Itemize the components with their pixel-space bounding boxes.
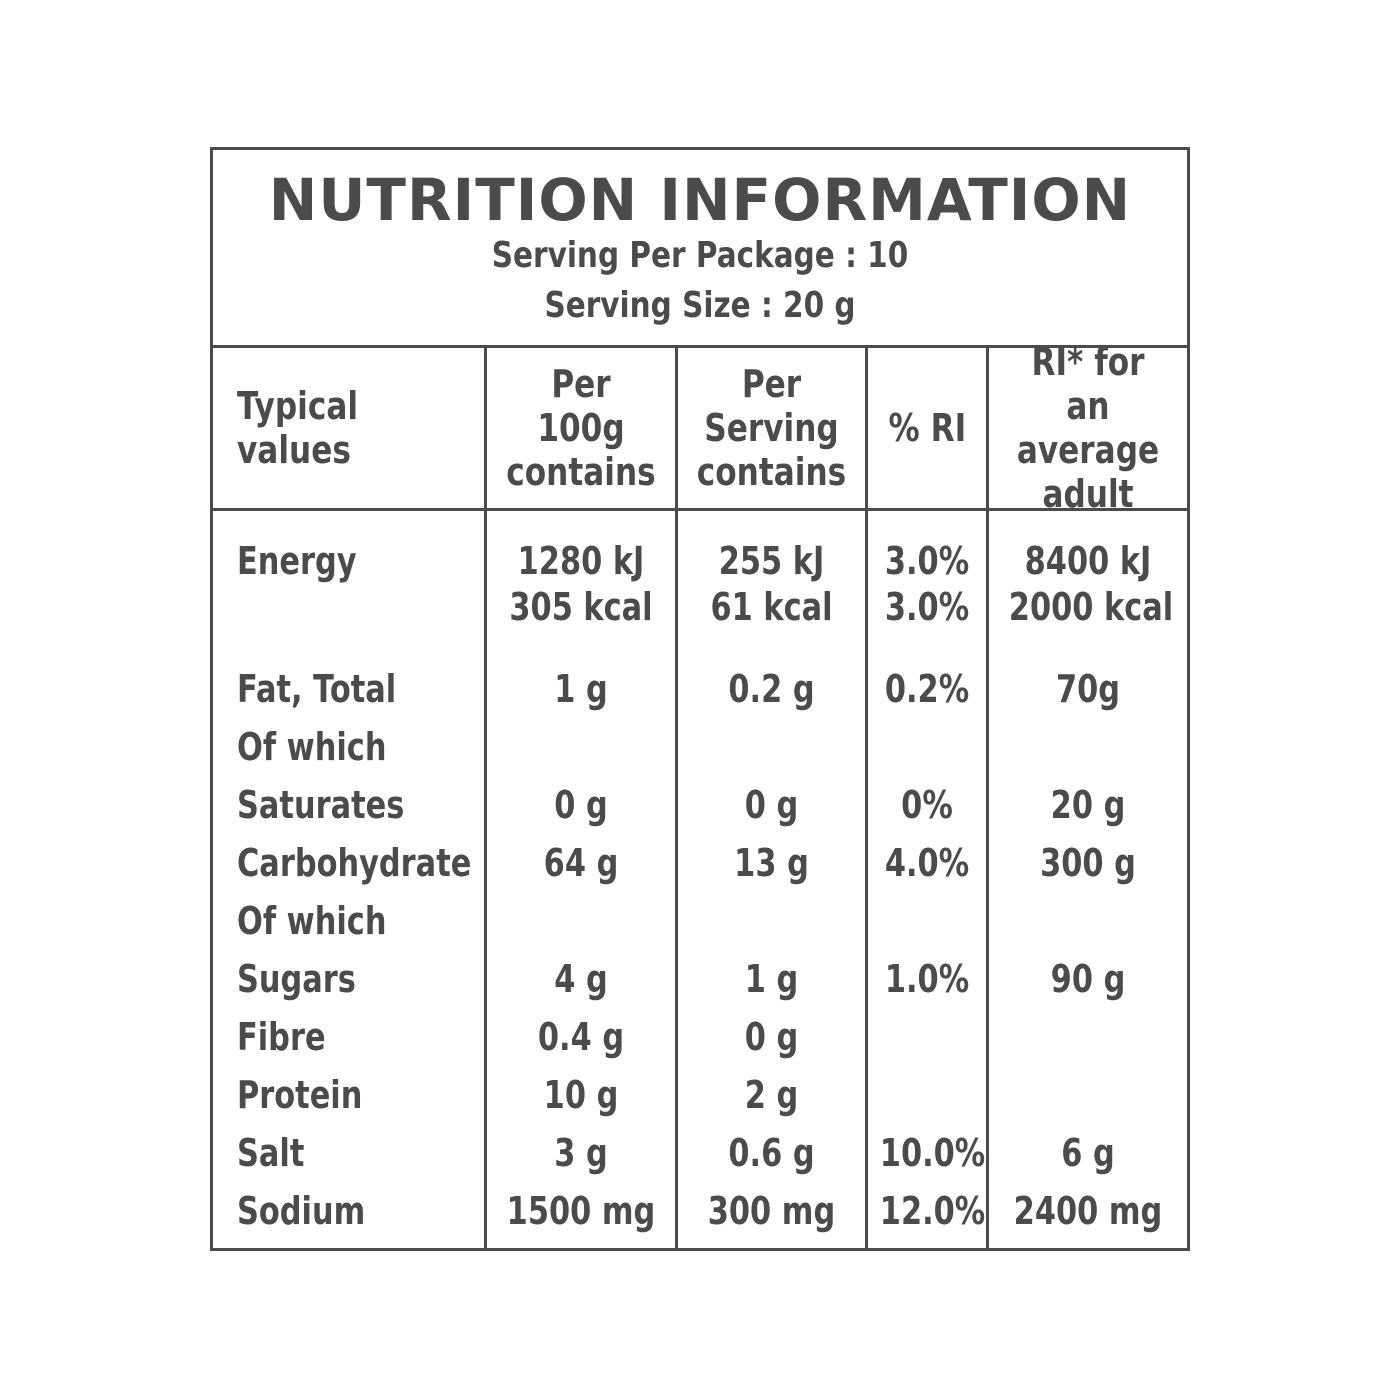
ri-adult-value: 8400 kJ bbox=[1024, 539, 1152, 583]
per-100g-value: 0.4 g bbox=[537, 1015, 625, 1059]
ri-adult-value: 70g bbox=[1055, 667, 1121, 711]
ri-adult-value: 20 g bbox=[1050, 783, 1126, 827]
nutrient-name: Carbohydrate bbox=[237, 841, 472, 885]
per-serving-value: 1 g bbox=[744, 957, 799, 1001]
ri-adult-value: 6 g bbox=[1061, 1131, 1115, 1175]
column-header-ri-adult: RI* for an average adult bbox=[989, 340, 1187, 516]
per-100g-value: 1500 mg bbox=[506, 1189, 656, 1233]
per-100g-value: 0 g bbox=[554, 783, 608, 827]
nutrition-label: NUTRITION INFORMATION Serving Per Packag… bbox=[210, 147, 1190, 1251]
column-header-label: Per 100g contains bbox=[506, 362, 656, 494]
per-serving-value: 0.2 g bbox=[728, 667, 815, 711]
nutrient-name: Of which bbox=[237, 899, 387, 943]
per-100g-value: 1 g bbox=[554, 667, 608, 711]
per-serving-value: 300 mg bbox=[707, 1189, 836, 1233]
ri-adult-value: 2000 kcal bbox=[1008, 585, 1174, 629]
label-header: NUTRITION INFORMATION Serving Per Packag… bbox=[213, 150, 1187, 348]
column-header-percent-ri: % RI bbox=[868, 348, 986, 508]
percent-ri-value: 12.0% bbox=[879, 1189, 986, 1233]
ri-adult-value: 300 g bbox=[1040, 841, 1136, 885]
column-header-per-100g: Per 100g contains bbox=[487, 348, 675, 508]
nutrient-name: Protein bbox=[237, 1073, 363, 1117]
nutrient-name: Of which bbox=[237, 725, 387, 769]
column-divider bbox=[865, 345, 868, 1251]
nutrient-name: Sugars bbox=[237, 957, 356, 1001]
nutrient-name: Saturates bbox=[237, 783, 405, 827]
nutrient-name: Sodium bbox=[237, 1189, 366, 1233]
column-header-typical-values: Typical values bbox=[237, 348, 484, 508]
per-100g-value: 305 kcal bbox=[509, 585, 653, 629]
percent-ri-value: 0.2% bbox=[884, 667, 970, 711]
percent-ri-value: 3.0% bbox=[884, 539, 970, 583]
per-serving-value: 0 g bbox=[744, 1015, 799, 1059]
percent-ri-value: 3.0% bbox=[884, 585, 970, 629]
per-serving-value: 0.6 g bbox=[728, 1131, 815, 1175]
per-100g-value: 1280 kJ bbox=[517, 539, 645, 583]
per-100g-value: 3 g bbox=[554, 1131, 608, 1175]
column-header-label: Per Serving contains bbox=[696, 362, 847, 494]
serving-size: Serving Size : 20 g bbox=[544, 285, 856, 326]
column-header-label: Typical values bbox=[237, 384, 359, 472]
nutrient-name: Energy bbox=[237, 539, 357, 583]
column-divider bbox=[986, 345, 989, 1251]
column-divider bbox=[484, 345, 487, 1251]
percent-ri-value: 10.0% bbox=[879, 1131, 986, 1175]
nutrient-name: Salt bbox=[237, 1131, 305, 1175]
per-100g-value: 4 g bbox=[554, 957, 608, 1001]
per-serving-value: 13 g bbox=[734, 841, 809, 885]
percent-ri-value: 0% bbox=[901, 783, 953, 827]
per-serving-value: 61 kcal bbox=[710, 585, 833, 629]
percent-ri-value: 1.0% bbox=[884, 957, 970, 1001]
per-serving-value: 2 g bbox=[744, 1073, 799, 1117]
ri-adult-value: 2400 mg bbox=[1013, 1189, 1163, 1233]
nutrient-name: Fat, Total bbox=[237, 667, 397, 711]
percent-ri-value: 4.0% bbox=[884, 841, 970, 885]
column-header-per-serving: Per Serving contains bbox=[678, 348, 865, 508]
ri-adult-value: 90 g bbox=[1050, 957, 1126, 1001]
servings-per-package: Serving Per Package : 10 bbox=[491, 235, 909, 276]
column-divider bbox=[675, 345, 678, 1251]
column-header-label: % RI bbox=[888, 406, 966, 450]
column-header-label: RI* for an average adult bbox=[1016, 340, 1160, 516]
label-title: NUTRITION INFORMATION bbox=[268, 166, 1132, 234]
per-100g-value: 64 g bbox=[543, 841, 619, 885]
nutrient-name: Fibre bbox=[237, 1015, 326, 1059]
per-serving-value: 255 kJ bbox=[718, 539, 825, 583]
header-row-divider bbox=[213, 508, 1187, 511]
per-serving-value: 0 g bbox=[744, 783, 799, 827]
per-100g-value: 10 g bbox=[543, 1073, 619, 1117]
